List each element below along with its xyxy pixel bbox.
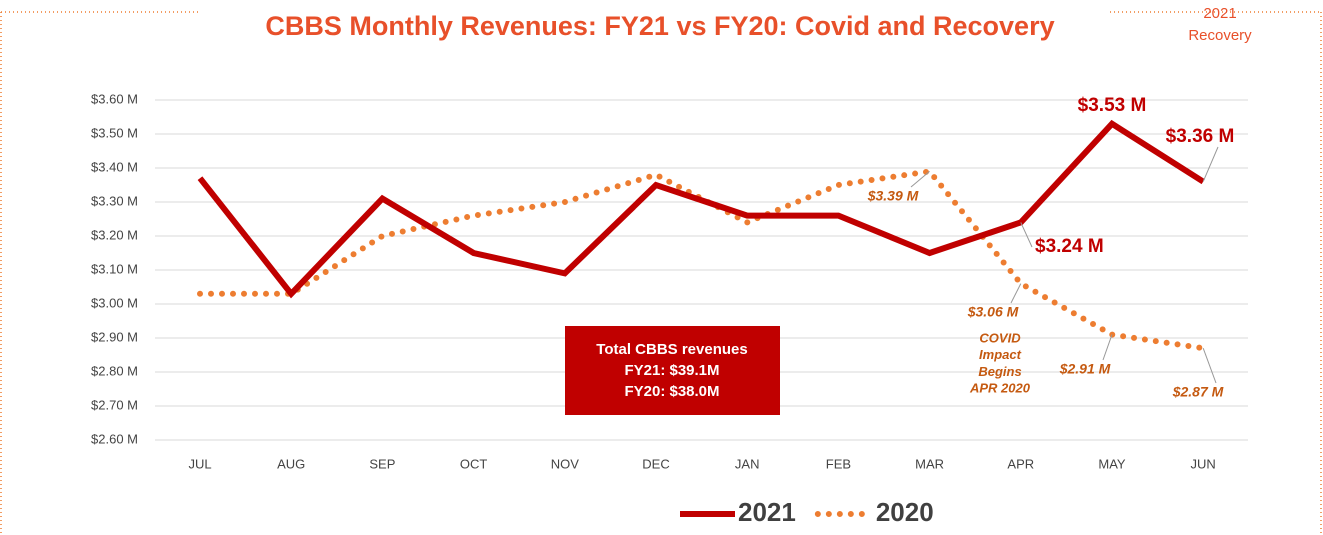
leader-line — [1010, 283, 1022, 304]
leader-line — [910, 171, 930, 188]
annotation: Impact — [979, 347, 1022, 362]
series-line — [197, 119, 1205, 299]
x-tick-label: FEB — [826, 456, 851, 471]
data-label: $3.53 M — [1078, 95, 1147, 116]
y-tick-label: $2.60 M — [91, 431, 138, 446]
y-tick-label: $2.70 M — [91, 397, 138, 412]
summary-text: FY20: $38.0M — [624, 383, 719, 400]
data-label: $3.39 M — [867, 188, 919, 204]
subtitle: 2021 — [1203, 5, 1236, 22]
chart-title: CBBS Monthly Revenues: FY21 vs FY20: Cov… — [265, 11, 1054, 41]
summary-box — [565, 326, 780, 415]
y-tick-label: $3.30 M — [91, 193, 138, 208]
y-tick-label: $3.60 M — [91, 91, 138, 106]
data-label: $2.87 M — [1172, 384, 1224, 400]
summary-text: FY21: $39.1M — [624, 362, 719, 379]
x-tick-label: OCT — [460, 456, 488, 471]
y-tick-label: $3.00 M — [91, 295, 138, 310]
data-label: $3.24 M — [1035, 236, 1104, 257]
data-label: $3.36 M — [1166, 126, 1235, 147]
x-tick-label: SEP — [369, 456, 395, 471]
leader-line — [1102, 334, 1113, 361]
x-tick-label: DEC — [642, 456, 669, 471]
x-tick-label: JUN — [1191, 456, 1216, 471]
y-tick-label: $2.80 M — [91, 363, 138, 378]
y-tick-label: $2.90 M — [91, 329, 138, 344]
legend-label: 2020 — [876, 497, 934, 527]
data-label: $2.91 M — [1059, 361, 1111, 377]
y-tick-label: $3.40 M — [91, 159, 138, 174]
x-tick-label: NOV — [551, 456, 580, 471]
y-tick-label: $3.20 M — [91, 227, 138, 242]
summary-text: Total CBBS revenues — [596, 341, 747, 358]
data-label: $3.06 M — [967, 304, 1019, 320]
x-tick-label: JAN — [735, 456, 760, 471]
annotation: COVID — [979, 330, 1021, 345]
leader-line — [1020, 222, 1033, 248]
legend-label: 2021 — [738, 497, 796, 527]
x-tick-label: MAR — [915, 456, 944, 471]
x-tick-label: AUG — [277, 456, 305, 471]
subtitle: Recovery — [1188, 27, 1252, 44]
annotation: APR 2020 — [969, 381, 1031, 396]
x-tick-label: MAY — [1098, 456, 1126, 471]
x-tick-label: JUL — [188, 456, 211, 471]
leader-line — [1202, 146, 1219, 182]
leader-line — [1202, 348, 1217, 384]
x-tick-label: APR — [1007, 456, 1034, 471]
y-tick-label: $3.50 M — [91, 125, 138, 140]
series-line — [197, 168, 1207, 352]
y-tick-label: $3.10 M — [91, 261, 138, 276]
annotation: Begins — [978, 364, 1021, 379]
